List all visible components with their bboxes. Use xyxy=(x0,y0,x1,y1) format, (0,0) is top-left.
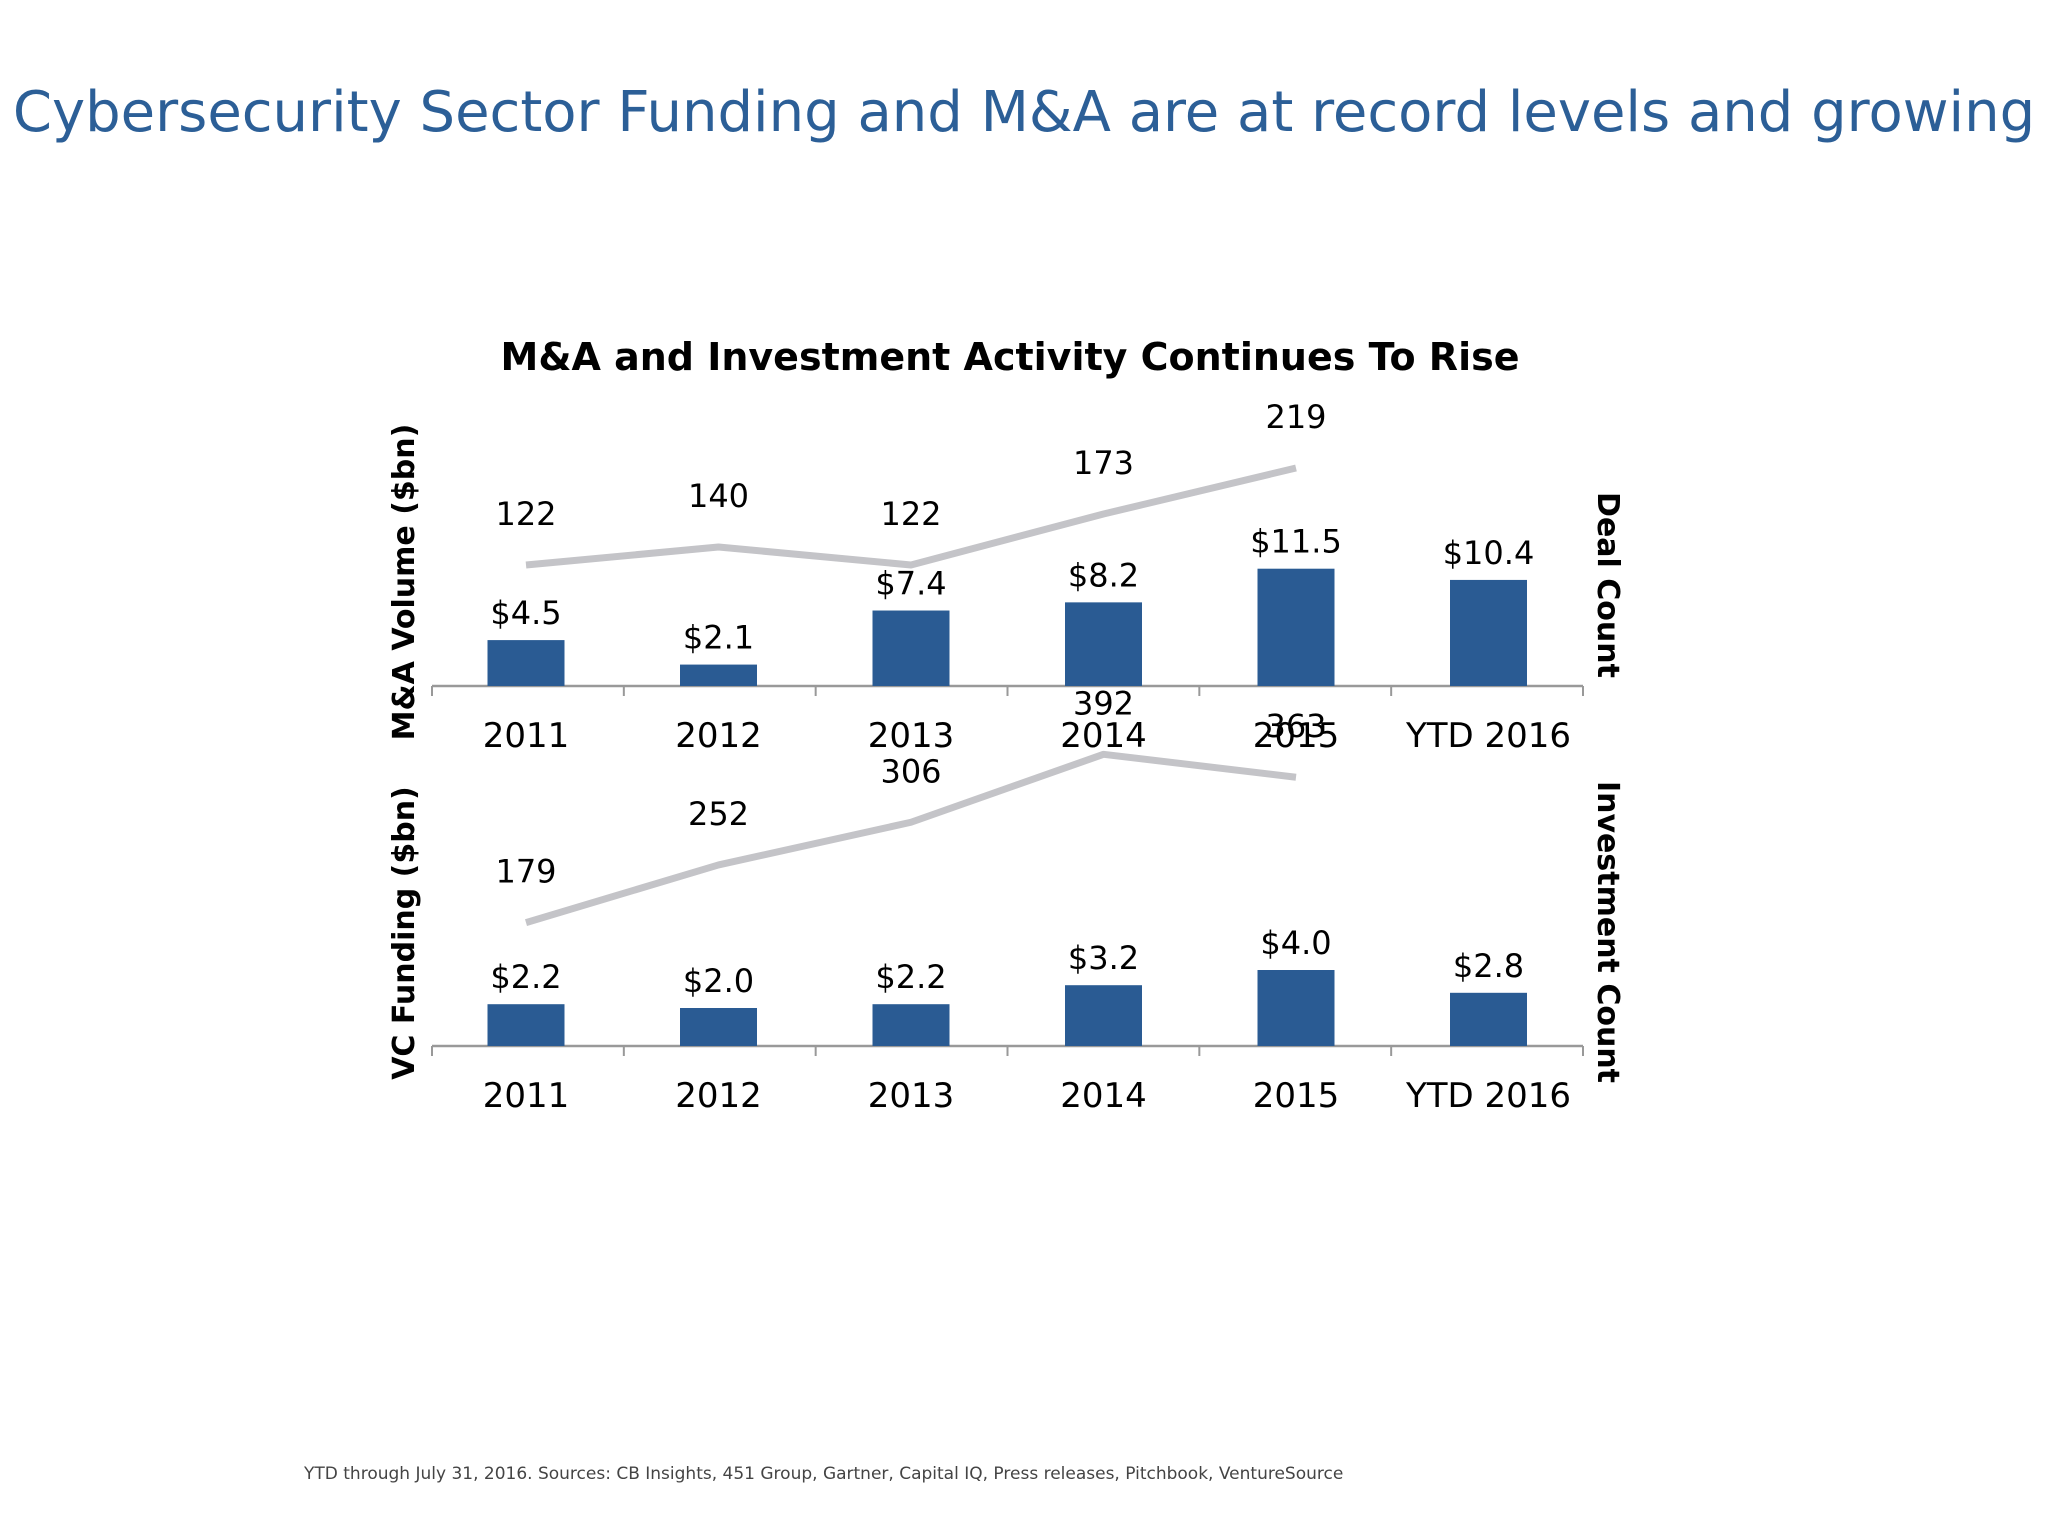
count-value-label: 219 xyxy=(1265,398,1326,436)
bar-value-label: $8.2 xyxy=(1068,556,1139,594)
chart-title: M&A and Investment Activity Continues To… xyxy=(501,335,1520,379)
bar xyxy=(872,610,950,686)
bar xyxy=(680,664,757,686)
bar xyxy=(1450,579,1527,686)
count-line xyxy=(525,464,1297,569)
bar xyxy=(1257,568,1335,686)
bar xyxy=(487,640,565,686)
bar-value-label: $11.5 xyxy=(1250,523,1342,561)
bar xyxy=(1065,602,1142,686)
count-value-label: 173 xyxy=(1073,444,1134,482)
bar xyxy=(487,1004,565,1046)
ma-chart: $4.5 122 2011 $2.1 140 2012 $7.4 122 2013 $8.2 173… xyxy=(387,398,1625,756)
x-tick-label: 2014 xyxy=(1060,1076,1147,1116)
bar-value-label: $4.5 xyxy=(490,594,561,632)
bar-value-label: $4.0 xyxy=(1260,924,1331,962)
bar xyxy=(680,1008,757,1046)
bar-value-label: $7.4 xyxy=(875,565,946,603)
y2-axis-label: Investment Count xyxy=(1590,781,1625,1083)
x-tick-label: 2013 xyxy=(868,1076,955,1116)
bar xyxy=(1065,985,1142,1046)
count-value-label: 179 xyxy=(495,853,556,891)
bar-value-label: $2.1 xyxy=(683,619,754,657)
bar xyxy=(872,1004,950,1046)
x-tick-label: 2012 xyxy=(675,716,762,756)
bar-value-label: $3.2 xyxy=(1068,939,1139,977)
y2-axis-label: Deal Count xyxy=(1590,492,1625,678)
x-tick-label: 2015 xyxy=(1253,1076,1340,1116)
vc-chart: $2.21792011$2.02522012$2.23062013$3.2392… xyxy=(387,684,1625,1116)
bar-value-label: $2.2 xyxy=(875,958,946,996)
count-value-label: 122 xyxy=(495,495,556,533)
y-axis-label: VC Funding ($bn) xyxy=(387,786,422,1080)
x-tick-label: 2014 xyxy=(1060,716,1147,756)
bar-value-label: $2.0 xyxy=(683,962,754,1000)
x-tick-label: 2011 xyxy=(483,1076,570,1116)
footnote: YTD through July 31, 2016. Sources: CB I… xyxy=(304,1464,1344,1484)
count-value-label: 363 xyxy=(1265,707,1326,745)
bar-value-label: $2.2 xyxy=(490,958,561,996)
slide-title: Cybersecurity Sector Funding and M&A are… xyxy=(12,80,2036,145)
bar xyxy=(1257,970,1335,1046)
bar xyxy=(1450,992,1527,1046)
y-axis-label: M&A Volume ($bn) xyxy=(387,424,422,741)
x-tick-label: 2012 xyxy=(675,1076,762,1116)
count-value-label: 252 xyxy=(688,795,749,833)
x-tick-label: 2013 xyxy=(868,716,955,756)
x-tick-label: YTD 2016 xyxy=(1405,716,1571,756)
x-tick-label: 2015 xyxy=(1253,716,1340,756)
count-value-label: 306 xyxy=(880,752,941,790)
count-value-label: 122 xyxy=(880,495,941,533)
x-tick-label: 2011 xyxy=(483,716,570,756)
count-value-label: 392 xyxy=(1073,684,1134,722)
x-tick-label: YTD 2016 xyxy=(1405,1076,1571,1116)
count-value-label: 140 xyxy=(688,477,749,515)
bar-value-label: $10.4 xyxy=(1443,534,1535,572)
bar-value-label: $2.8 xyxy=(1453,947,1524,985)
count-line xyxy=(524,750,1297,926)
